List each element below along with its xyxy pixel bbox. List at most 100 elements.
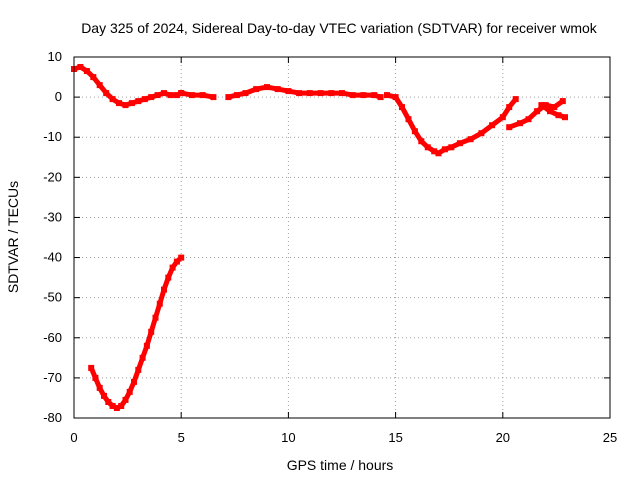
data-point xyxy=(562,114,568,121)
series-line xyxy=(178,90,216,100)
y-tick-label: -30 xyxy=(43,209,62,224)
x-tick-label: 10 xyxy=(281,430,295,445)
axis-ticks: 0 5 10 15 20 25 10 0 -10 -20 -30 -40 -50 -60 -70 -80 xyxy=(43,49,617,445)
data-point xyxy=(152,314,159,321)
data-point xyxy=(360,92,367,99)
data-point xyxy=(253,86,260,93)
data-point xyxy=(96,82,103,89)
data-point xyxy=(441,146,448,153)
data-point xyxy=(384,92,390,99)
data-point xyxy=(274,86,281,93)
data-point xyxy=(101,392,107,399)
data-point xyxy=(199,92,206,99)
data-point xyxy=(109,403,116,409)
data-point xyxy=(448,144,455,151)
data-point xyxy=(506,124,513,131)
data-point xyxy=(169,264,176,271)
x-tick-label: 0 xyxy=(70,430,77,445)
y-tick-label: -10 xyxy=(43,129,62,144)
data-point xyxy=(167,92,174,99)
x-axis-label: GPS time / hours xyxy=(287,457,394,473)
data-point xyxy=(424,144,431,151)
data-point xyxy=(547,108,553,115)
data-point xyxy=(156,300,163,307)
data-point xyxy=(534,108,541,115)
y-tick-label: -60 xyxy=(43,330,62,345)
data-point xyxy=(90,74,97,81)
data-point xyxy=(242,90,249,97)
x-tick-label: 25 xyxy=(603,430,617,445)
data-point xyxy=(118,403,125,409)
data-point xyxy=(411,128,418,135)
data-point xyxy=(418,138,425,145)
series-segment-3 xyxy=(225,84,384,101)
data-point xyxy=(339,90,345,97)
series-line xyxy=(538,102,568,120)
data-point xyxy=(551,104,558,111)
plot-area xyxy=(71,64,568,411)
data-point xyxy=(399,104,405,111)
data-point xyxy=(392,94,399,101)
data-point xyxy=(122,396,129,403)
data-point xyxy=(467,136,474,143)
data-point xyxy=(233,92,240,99)
data-point xyxy=(154,92,161,99)
y-tick-label: -40 xyxy=(43,250,62,265)
x-tick-label: 15 xyxy=(388,430,402,445)
data-point xyxy=(371,92,378,99)
series-segment-4 xyxy=(384,92,519,157)
data-point xyxy=(512,96,519,103)
data-point xyxy=(96,384,103,391)
y-tick-label: -20 xyxy=(43,169,62,184)
data-point xyxy=(210,94,217,101)
data-point xyxy=(489,122,496,129)
data-point xyxy=(113,405,120,411)
data-point xyxy=(525,116,532,123)
data-point xyxy=(116,100,122,107)
data-point xyxy=(377,94,384,101)
data-point xyxy=(131,378,137,385)
data-point xyxy=(264,84,270,91)
data-point xyxy=(285,88,292,95)
data-point xyxy=(148,328,155,335)
data-point xyxy=(431,148,438,155)
data-point xyxy=(405,116,412,123)
data-point xyxy=(188,92,195,99)
data-point xyxy=(517,120,523,127)
series-segment-6 xyxy=(538,102,568,121)
data-point xyxy=(126,388,133,395)
data-point xyxy=(128,100,135,107)
series-segment-2 xyxy=(178,90,217,101)
data-point xyxy=(499,114,506,121)
data-point xyxy=(178,90,185,97)
data-point xyxy=(92,374,99,381)
data-point xyxy=(306,90,313,97)
data-point xyxy=(77,64,84,70)
data-point xyxy=(103,90,110,97)
data-point xyxy=(161,286,167,293)
data-point xyxy=(317,90,324,97)
data-point xyxy=(538,102,545,109)
data-point xyxy=(141,96,148,103)
data-point xyxy=(122,102,129,109)
data-point xyxy=(506,104,513,111)
y-tick-label: 0 xyxy=(55,89,62,104)
data-point xyxy=(173,258,180,265)
data-point xyxy=(456,140,463,147)
series-segment-1 xyxy=(71,64,185,109)
data-point xyxy=(225,94,232,101)
data-point xyxy=(478,130,485,137)
grid xyxy=(74,57,610,418)
y-axis-label: SDTVAR / TECUs xyxy=(5,181,21,293)
y-tick-label: 10 xyxy=(48,49,62,64)
chart-title: Day 325 of 2024, Sidereal Day-to-day VTE… xyxy=(81,20,598,36)
data-point xyxy=(435,150,442,157)
data-point xyxy=(328,90,335,97)
data-point xyxy=(559,98,566,105)
x-tick-label: 20 xyxy=(496,430,510,445)
data-point xyxy=(88,364,95,371)
y-tick-label: -70 xyxy=(43,370,62,385)
y-tick-label: -50 xyxy=(43,290,62,305)
plot-frame xyxy=(73,56,611,419)
